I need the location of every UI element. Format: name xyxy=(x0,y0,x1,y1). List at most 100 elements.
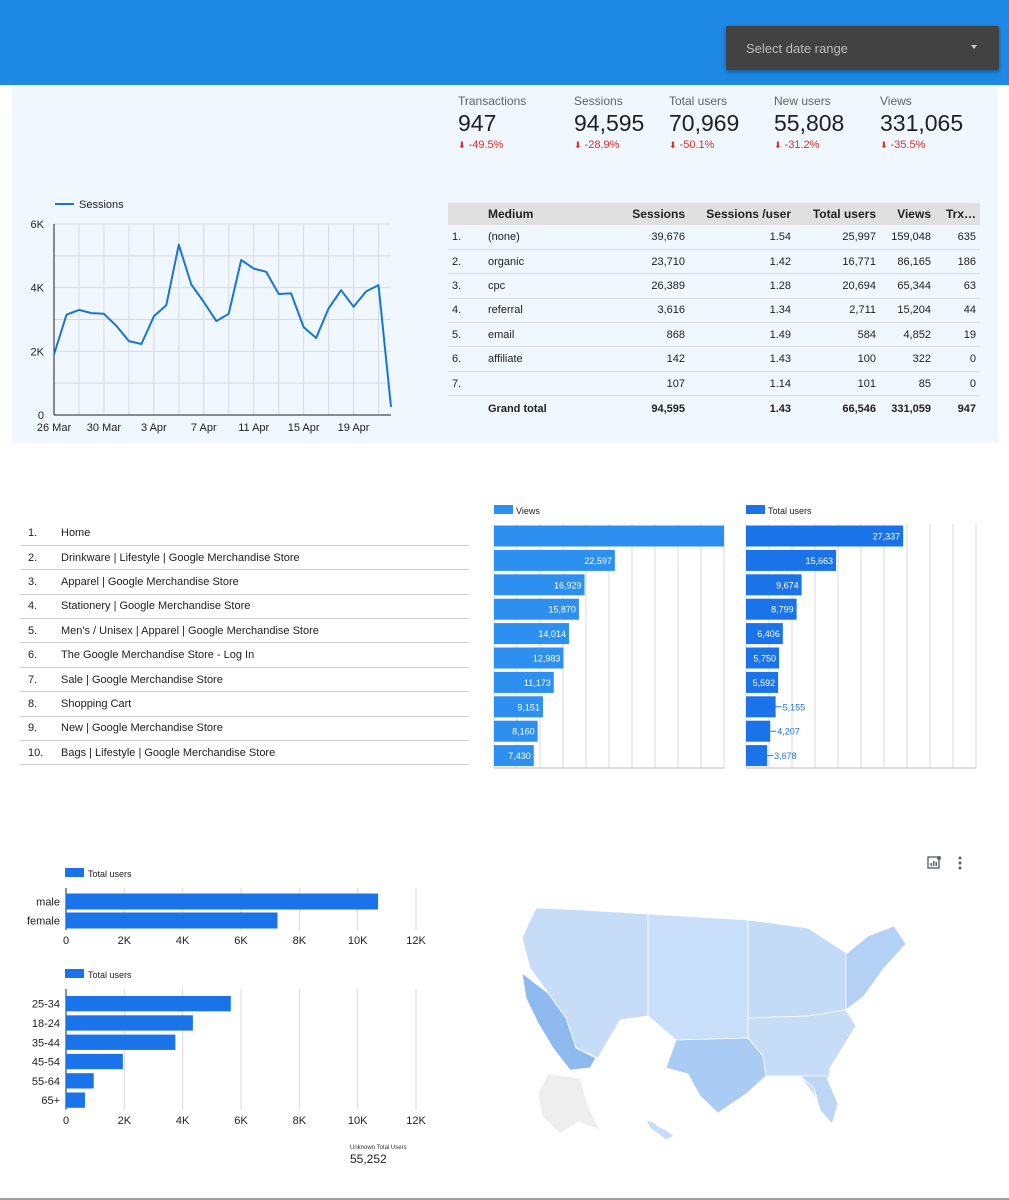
table-row[interactable]: 2. Drinkware | Lifestyle | Google Merchan… xyxy=(20,545,469,571)
bar xyxy=(494,574,585,596)
kpi-delta-value: -31.2% xyxy=(784,139,820,151)
col-medium[interactable]: Medium xyxy=(484,203,584,225)
table-row[interactable]: 10. Bags | Lifestyle | Google Merchandise… xyxy=(20,740,469,766)
kpi-label: Transactions xyxy=(458,94,527,108)
bar xyxy=(66,1092,85,1108)
row-number: 5. xyxy=(20,618,61,644)
x-tick-label: 4K xyxy=(176,1115,190,1127)
kpi-delta-value: -35.5% xyxy=(890,139,926,151)
kpi-value: 70,969 xyxy=(669,110,740,136)
arrow-down-icon: ⬇ xyxy=(669,140,677,150)
category-label: 18-24 xyxy=(32,1018,60,1030)
legend-swatch xyxy=(65,868,84,877)
kpi-total-users: Total users 70,969 ⬇ -50.1% xyxy=(669,94,739,151)
table-row[interactable]: 5. Men's / Unisex | Apparel | Google Merc… xyxy=(20,618,469,644)
more-vert-icon[interactable] xyxy=(952,855,968,874)
table-row[interactable]: 6. affiliate 142 1.43 100 322 0 xyxy=(448,346,980,372)
legend-label: Sessions xyxy=(79,199,124,211)
bar-label: 27,337 xyxy=(873,532,901,542)
total-users-cell: 584 xyxy=(795,322,880,348)
chart-insights-icon[interactable] xyxy=(926,855,942,874)
row-number: 6. xyxy=(448,346,484,372)
page-bottom-border xyxy=(0,1198,1009,1200)
bar xyxy=(746,647,780,669)
col-views[interactable]: Views xyxy=(880,203,935,225)
col-sessions-per-user[interactable]: Sessions /user xyxy=(689,203,795,225)
sessions-per-user-cell: 1.54 xyxy=(689,225,795,250)
map-region-south[interactable] xyxy=(747,1009,857,1099)
map-region-midwest[interactable] xyxy=(747,919,849,1019)
bar xyxy=(66,1034,176,1050)
bar-label: 7,430 xyxy=(508,751,531,761)
kpi-transactions: Transactions 947 ⬇ -49.5% xyxy=(458,94,526,151)
date-range-label: Select date range xyxy=(746,40,848,56)
bar-label: 14,014 xyxy=(538,629,566,639)
table-row[interactable]: 7. 107 1.14 101 85 0 xyxy=(448,371,980,397)
views-cell: 86,165 xyxy=(880,249,935,275)
bar-label: 8,799 xyxy=(771,605,794,615)
x-tick-label: 3 Apr xyxy=(141,422,167,434)
map-state-california[interactable] xyxy=(521,972,597,1071)
us-states-map[interactable] xyxy=(508,898,908,1148)
map-state-texas[interactable] xyxy=(665,1037,767,1114)
table-row[interactable]: 2. organic 23,710 1.42 16,771 86,165 186 xyxy=(448,249,980,275)
table-row[interactable]: 1. (none) 39,676 1.54 25,997 159,048 635 xyxy=(448,225,980,250)
views-cell: 4,852 xyxy=(880,322,935,348)
table-row[interactable]: 6. The Google Merchandise Store - Log In xyxy=(20,642,469,668)
map-state-alaska[interactable] xyxy=(537,1073,601,1135)
kpi-delta-value: -49.5% xyxy=(468,139,504,151)
x-tick-label: 10K xyxy=(348,935,368,947)
table-row[interactable]: 9. New | Google Merchandise Store xyxy=(20,716,469,742)
date-range-select[interactable]: Select date range xyxy=(726,26,999,70)
transactions-cell: 44 xyxy=(935,298,980,324)
bar xyxy=(66,996,231,1012)
bar xyxy=(494,647,564,669)
row-number: 3. xyxy=(20,569,61,595)
map-region-west[interactable] xyxy=(521,907,649,1059)
table-row[interactable]: 5. email 868 1.49 584 4,852 19 xyxy=(448,322,980,348)
col-num xyxy=(448,203,484,225)
map-state-florida[interactable] xyxy=(798,1075,839,1125)
bar-label: 8,160 xyxy=(512,727,535,737)
views-cell: 322 xyxy=(880,346,935,372)
y-tick-label: 6K xyxy=(31,219,45,231)
views-cell: 65,344 xyxy=(880,273,935,299)
table-row[interactable]: 3. Apparel | Google Merchandise Store xyxy=(20,569,469,595)
bar xyxy=(66,1073,94,1089)
x-tick-label: 2K xyxy=(118,935,132,947)
page-title-cell: Apparel | Google Merchandise Store xyxy=(61,569,469,595)
table-row[interactable]: 8. Shopping Cart xyxy=(20,691,469,717)
arrow-down-icon: ⬇ xyxy=(574,140,582,150)
col-transactions[interactable]: Trx… xyxy=(935,203,980,225)
kpi-label: New users xyxy=(774,94,831,108)
bar xyxy=(746,549,837,571)
table-row[interactable]: 7. Sale | Google Merchandise Store xyxy=(20,667,469,693)
category-label: 45-54 xyxy=(32,1057,60,1069)
views-cell: 159,048 xyxy=(880,225,935,250)
bar-label: 9,674 xyxy=(776,580,799,590)
bar xyxy=(494,745,534,767)
age-bar-chart: Total users 0 2K 4K 6K 8K 10K 12K 25-34 18-24 35-4… xyxy=(32,969,426,1127)
map-region-mountain[interactable] xyxy=(647,913,749,1041)
col-sessions[interactable]: Sessions xyxy=(584,203,689,225)
table-row[interactable]: 4. Stationery | Google Merchandise Store xyxy=(20,594,469,620)
bar-label: 15,663 xyxy=(806,556,834,566)
row-number: 4. xyxy=(448,298,484,324)
page-title-cell: Sale | Google Merchandise Store xyxy=(61,667,469,693)
map-state-hawaii[interactable] xyxy=(645,1119,675,1141)
map-region-northeast[interactable] xyxy=(845,925,907,1011)
legend-swatch xyxy=(494,505,513,514)
sessions-per-user-cell: 1.34 xyxy=(689,298,795,324)
table-row[interactable]: 4. referral 3,616 1.34 2,711 15,204 44 xyxy=(448,298,980,324)
kpi-sessions: Sessions 94,595 ⬇ -28.9% xyxy=(574,94,644,151)
x-tick-label: 19 Apr xyxy=(338,422,370,434)
table-row[interactable]: 3. cpc 26,389 1.28 20,694 65,344 63 xyxy=(448,273,980,299)
page-title-cell: Stationery | Google Merchandise Store xyxy=(61,594,469,620)
bar xyxy=(66,893,379,910)
table-row[interactable]: 1. Home xyxy=(20,521,469,546)
bar-label: 3,678 xyxy=(774,751,797,761)
col-total-users[interactable]: Total users xyxy=(795,203,880,225)
kpi-label: Total users xyxy=(669,94,728,108)
x-tick-label: 8K xyxy=(293,1115,307,1127)
row-number: 7. xyxy=(448,371,484,397)
